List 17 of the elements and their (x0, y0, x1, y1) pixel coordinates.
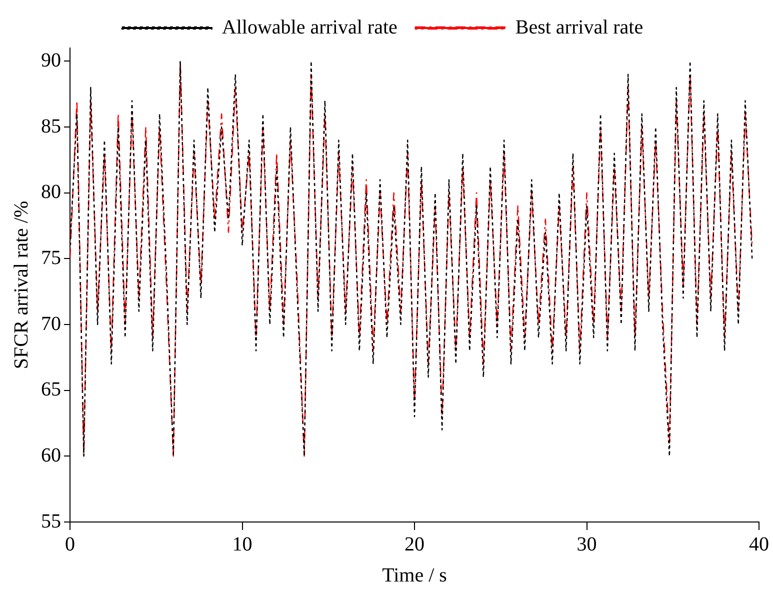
x-tick-label: 10 (232, 533, 252, 556)
y-tick-label: 80 (41, 181, 61, 204)
y-tick-label: 70 (41, 312, 61, 335)
x-tick-label: 0 (65, 533, 75, 556)
legend-label: Best arrival rate (515, 16, 644, 38)
y-tick-label: 60 (41, 444, 61, 466)
y-tick-label: 65 (41, 378, 61, 401)
y-tick-label: 85 (41, 115, 61, 138)
legend-label: Allowable arrival rate (222, 16, 398, 38)
y-tick-label: 55 (41, 510, 61, 532)
y-axis-title: SFCR arrival rate /% (10, 200, 32, 370)
y-tick-label: 90 (41, 49, 61, 72)
x-tick-label: 40 (749, 533, 769, 556)
x-tick-label: 30 (576, 533, 597, 556)
y-tick-label: 75 (41, 246, 61, 269)
x-axis-title: Time / s (382, 564, 448, 586)
x-tick-label: 20 (404, 533, 424, 556)
